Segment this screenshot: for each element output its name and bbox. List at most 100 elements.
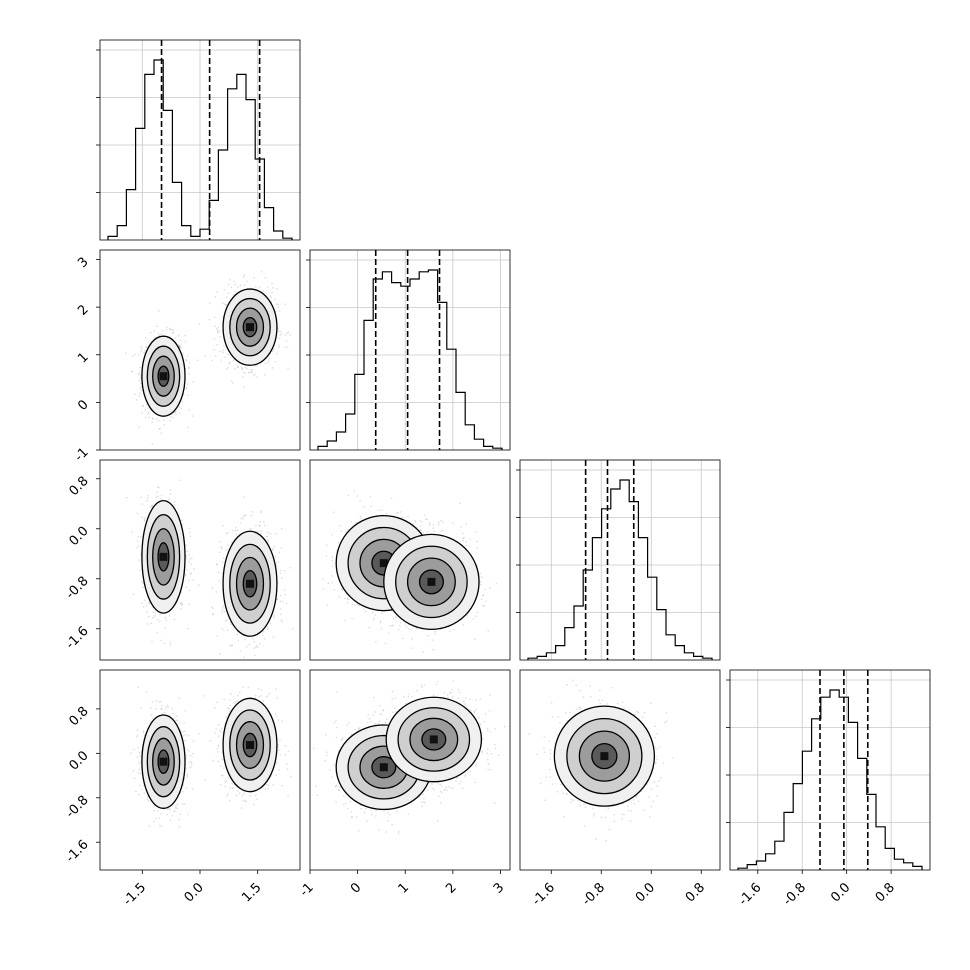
density-peak-0-2-1 [246, 579, 254, 588]
contour-0-3-0-3 [157, 749, 170, 774]
contour-0-2-1-2 [235, 556, 265, 611]
contour-0-3-0-2 [152, 737, 175, 786]
bottom-tick-label-3-2: 0.0 [828, 880, 853, 905]
density-peak-0-1-0 [159, 372, 168, 381]
histogram-panel-2 [516, 459, 721, 661]
left-tick-label-3-0: -1.6 [63, 837, 92, 866]
contour-0-2-1-1 [229, 543, 271, 624]
bottom-tick-label-1-1: 0 [348, 880, 364, 896]
density-peak-1-2-0 [379, 559, 388, 568]
left-tick-label-1-0: -1 [72, 445, 92, 465]
contour-0-2-0-1 [146, 514, 181, 600]
contour-0-3-1-1 [229, 709, 271, 781]
left-tick-label-2-0: -1.6 [63, 624, 92, 653]
contour-1-3-1-1 [397, 707, 471, 772]
contour-0-2-0-3 [157, 542, 170, 572]
joint-panel-2-3 [519, 669, 721, 871]
contour-0-3-1-3 [242, 732, 258, 758]
density-peak-2-3-0 [600, 752, 609, 761]
joint-panel-0-3 [99, 669, 301, 871]
left-tick-label-2-3: 0.8 [66, 474, 91, 499]
joint-panel-1-3 [309, 669, 511, 871]
histogram-steps-1 [317, 269, 503, 450]
histogram-steps-3 [737, 689, 923, 870]
contour-0-1-1-1 [229, 297, 271, 357]
contour-0-1-1-0 [222, 288, 278, 366]
bottom-tick-label-1-3: 2 [443, 880, 459, 896]
histogram-steps-2 [527, 479, 713, 660]
left-tick-label-3-2: 0.0 [66, 748, 91, 773]
density-peak-0-3-1 [246, 741, 254, 749]
contour-1-3-1-0 [385, 696, 483, 783]
contour-0-1-0-2 [152, 355, 175, 397]
bottom-tick-label-2-1: -0.8 [580, 880, 609, 909]
density-peak-1-3-1 [429, 735, 438, 744]
bottom-tick-label-1-0: -1 [297, 880, 317, 900]
contour-2-3-0-3 [591, 742, 618, 770]
left-tick-label-2-2: 0.0 [66, 524, 91, 549]
contour-0-1-1-3 [242, 316, 258, 338]
left-tick-label-3-3: 0.8 [66, 704, 91, 729]
contour-0-1-0-1 [146, 345, 181, 407]
histogram-frame-0 [99, 39, 301, 241]
histogram-panel-1 [306, 249, 511, 451]
contour-0-3-1-2 [235, 721, 265, 769]
bottom-tick-label-0-2: 1.5 [239, 880, 264, 905]
joint-frame-2-3 [519, 669, 721, 871]
left-tick-label-1-3: 2 [75, 302, 91, 318]
histogram-frame-1 [309, 249, 511, 451]
contour-1-2-1-2 [406, 557, 456, 607]
joint-frame-0-1 [99, 249, 301, 451]
contour-2-3-0-2 [578, 730, 631, 782]
left-tick-label-3-1: -0.8 [63, 793, 92, 822]
contour-0-2-0-2 [152, 528, 175, 586]
contour-1-2-1-0 [383, 533, 480, 631]
joint-panel-0-1 [99, 249, 301, 451]
bottom-tick-label-0-0: -1.5 [121, 880, 150, 909]
left-tick-label-1-1: 0 [75, 397, 91, 413]
contour-1-3-0-3 [371, 756, 397, 779]
density-peak-1-2-1 [427, 577, 436, 586]
bottom-tick-label-0-1: 0.0 [182, 880, 207, 905]
contour-1-3-1-2 [409, 717, 459, 762]
histogram-steps-0 [107, 59, 293, 240]
contour-0-2-1-3 [242, 569, 258, 598]
left-tick-label-1-4: 3 [75, 255, 91, 271]
joint-frame-0-2 [99, 459, 301, 661]
bottom-tick-label-3-0: -1.6 [736, 880, 765, 909]
bottom-tick-label-1-2: 1 [396, 880, 412, 896]
contour-1-2-1-1 [395, 545, 468, 619]
left-tick-label-1-2: 1 [75, 350, 91, 366]
contour-0-1-0-3 [157, 365, 170, 387]
density-peak-0-3-0 [159, 757, 168, 766]
contour-0-1-0-0 [141, 335, 186, 417]
bottom-tick-label-2-3: 0.8 [683, 880, 708, 905]
contour-0-3-0-1 [146, 726, 181, 798]
contour-1-3-1-3 [421, 728, 447, 751]
bottom-tick-label-3-3: 0.8 [873, 880, 898, 905]
histogram-panel-3 [726, 669, 931, 871]
left-tick-label-2-1: -0.8 [63, 574, 92, 603]
contour-2-3-0-1 [566, 717, 643, 795]
joint-panel-0-2 [99, 459, 301, 661]
histogram-frame-3 [729, 669, 931, 871]
bottom-tick-label-2-2: 0.0 [633, 880, 658, 905]
bottom-tick-label-1-4: 3 [491, 880, 507, 896]
contour-0-2-0-0 [141, 499, 186, 614]
density-peak-1-3-0 [379, 763, 388, 772]
bottom-tick-label-3-1: -0.8 [781, 880, 810, 909]
contour-2-3-0-0 [553, 705, 656, 807]
contour-1-2-1-3 [418, 569, 444, 595]
contour-0-2-1-0 [222, 530, 278, 637]
histogram-frame-2 [519, 459, 721, 661]
joint-frame-1-3 [309, 669, 511, 871]
contour-0-1-1-2 [235, 307, 265, 347]
contour-0-3-0-0 [141, 714, 186, 809]
density-peak-0-2-0 [159, 552, 168, 561]
joint-frame-1-2 [309, 459, 511, 661]
histogram-panel-0 [96, 39, 301, 241]
contour-0-3-1-0 [222, 697, 278, 793]
density-peak-0-1-1 [246, 323, 254, 332]
bottom-tick-label-2-0: -1.6 [530, 880, 559, 909]
